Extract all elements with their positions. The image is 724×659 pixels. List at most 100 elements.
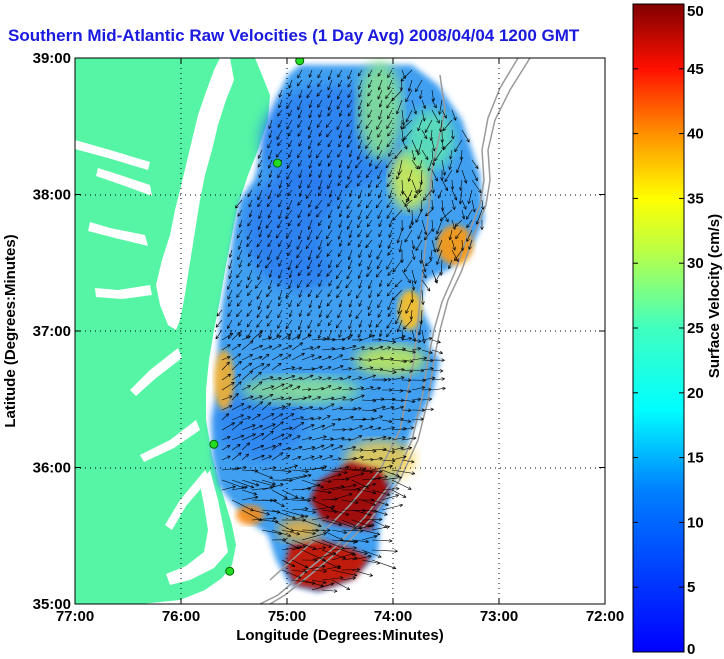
- velocity-vector-arrow: [411, 179, 418, 194]
- velocity-vector-arrow: [437, 189, 443, 199]
- velocity-vector-arrow: [251, 444, 265, 451]
- velocity-vector-arrow: [295, 259, 303, 269]
- velocity-vector-arrow: [421, 279, 431, 292]
- velocity-vector-arrow: [227, 289, 233, 300]
- velocity-vector-arrow: [461, 129, 470, 143]
- velocity-vector-arrow: [381, 449, 396, 454]
- velocity-vector-arrow: [411, 356, 427, 361]
- velocity-vector-arrow: [371, 415, 383, 421]
- velocity-vector-arrow: [301, 519, 322, 528]
- velocity-vector-arrow: [238, 259, 243, 268]
- velocity-vector-arrow: [311, 515, 330, 521]
- velocity-vector-arrow: [231, 373, 242, 381]
- velocity-vector-arrow: [331, 386, 342, 391]
- chart-title: Southern Mid-Atlantic Raw Velocities (1 …: [8, 26, 580, 45]
- velocity-vector-arrow: [307, 249, 313, 261]
- velocity-vector-arrow: [411, 269, 417, 285]
- velocity-vector-arrow: [341, 445, 357, 451]
- velocity-vector-arrow: [311, 539, 333, 548]
- velocity-vector-arrow: [291, 469, 309, 474]
- velocity-vector-arrow: [301, 483, 321, 491]
- velocity-vector-arrow: [318, 299, 323, 309]
- velocity-vector-arrow: [291, 352, 305, 361]
- velocity-vector-arrow: [291, 416, 304, 421]
- velocity-vector-arrow: [337, 229, 343, 240]
- velocity-vector-arrow: [417, 119, 423, 132]
- velocity-vector-arrow: [401, 436, 417, 441]
- velocity-vector-arrow: [361, 469, 383, 474]
- velocity-vector-arrow: [391, 455, 407, 461]
- velocity-vector-arrow: [276, 249, 283, 260]
- velocity-vector-arrow: [241, 489, 258, 496]
- colorbar-tick-label: 30: [687, 255, 704, 272]
- velocity-vector-arrow: [307, 179, 313, 189]
- velocity-vector-arrow: [347, 169, 353, 180]
- velocity-vector-arrow: [394, 149, 403, 159]
- velocity-vector-arrow: [367, 129, 373, 140]
- velocity-vector-arrow: [281, 384, 293, 391]
- velocity-vector-arrow: [336, 89, 343, 100]
- velocity-vector-arrow: [378, 239, 383, 249]
- velocity-vector-arrow: [337, 69, 343, 78]
- velocity-vector-arrow: [377, 79, 383, 91]
- velocity-vector-arrow: [361, 386, 374, 391]
- velocity-vector-arrow: [265, 219, 273, 229]
- velocity-vector-arrow: [357, 99, 363, 110]
- velocity-vector-arrow: [466, 219, 473, 229]
- velocity-vector-arrow: [258, 209, 263, 220]
- velocity-vector-arrow: [248, 199, 253, 208]
- velocity-vector-arrow: [251, 381, 263, 391]
- velocity-vector-arrow: [399, 79, 404, 91]
- velocity-vector-arrow: [241, 362, 253, 371]
- velocity-vector-arrow: [298, 179, 303, 189]
- velocity-vector-arrow: [405, 89, 413, 103]
- velocity-vector-arrow: [301, 446, 316, 451]
- velocity-vector-arrow: [221, 332, 234, 341]
- velocity-vector-arrow: [241, 453, 250, 461]
- velocity-vector-arrow: [268, 269, 273, 278]
- velocity-vector-arrow: [327, 69, 333, 81]
- velocity-vector-arrow: [341, 519, 363, 530]
- velocity-vector-arrow: [411, 347, 422, 351]
- velocity-vector-arrow: [381, 494, 400, 501]
- velocity-vector-arrow: [248, 209, 253, 218]
- velocity-vector-arrow: [381, 436, 392, 441]
- velocity-vector-arrow: [261, 393, 274, 401]
- velocity-vector-arrow: [402, 319, 413, 330]
- velocity-vector-arrow: [355, 309, 363, 320]
- velocity-vector-arrow: [307, 119, 313, 131]
- velocity-vector-arrow: [337, 309, 343, 319]
- velocity-vector-arrow: [241, 405, 252, 411]
- velocity-vector-arrow: [387, 249, 393, 256]
- velocity-vector-arrow: [267, 229, 273, 238]
- velocity-vector-arrow: [386, 99, 393, 109]
- velocity-vector-arrow: [424, 259, 433, 267]
- velocity-vector-arrow: [221, 344, 231, 351]
- velocity-vector-arrow: [387, 239, 393, 249]
- velocity-vector-arrow: [341, 415, 354, 421]
- velocity-vector-arrow: [231, 360, 242, 371]
- velocity-vector-arrow: [286, 229, 293, 239]
- velocity-vector-arrow: [331, 346, 346, 351]
- velocity-vector-arrow: [257, 249, 263, 259]
- velocity-vector-arrow: [315, 199, 323, 210]
- velocity-vector-arrow: [376, 119, 383, 130]
- velocity-vector-arrow: [331, 569, 358, 577]
- velocity-vector-arrow: [401, 389, 412, 394]
- velocity-vector-arrow: [231, 479, 255, 489]
- velocity-vector-arrow: [361, 535, 378, 541]
- velocity-vector-arrow: [306, 89, 313, 99]
- velocity-vector-arrow: [277, 299, 283, 307]
- velocity-vector-arrow: [361, 346, 374, 351]
- velocity-vector-arrow: [261, 363, 271, 371]
- velocity-vector-arrow: [318, 129, 323, 137]
- velocity-vector-arrow: [411, 239, 416, 250]
- velocity-vector-arrow: [471, 199, 476, 213]
- velocity-vector-arrow: [411, 386, 426, 391]
- velocity-vector-arrow: [481, 199, 485, 210]
- velocity-vector-arrow: [328, 259, 333, 269]
- velocity-vector-arrow: [435, 229, 443, 241]
- velocity-vector-arrow: [347, 239, 353, 247]
- velocity-vector-arrow: [391, 376, 405, 381]
